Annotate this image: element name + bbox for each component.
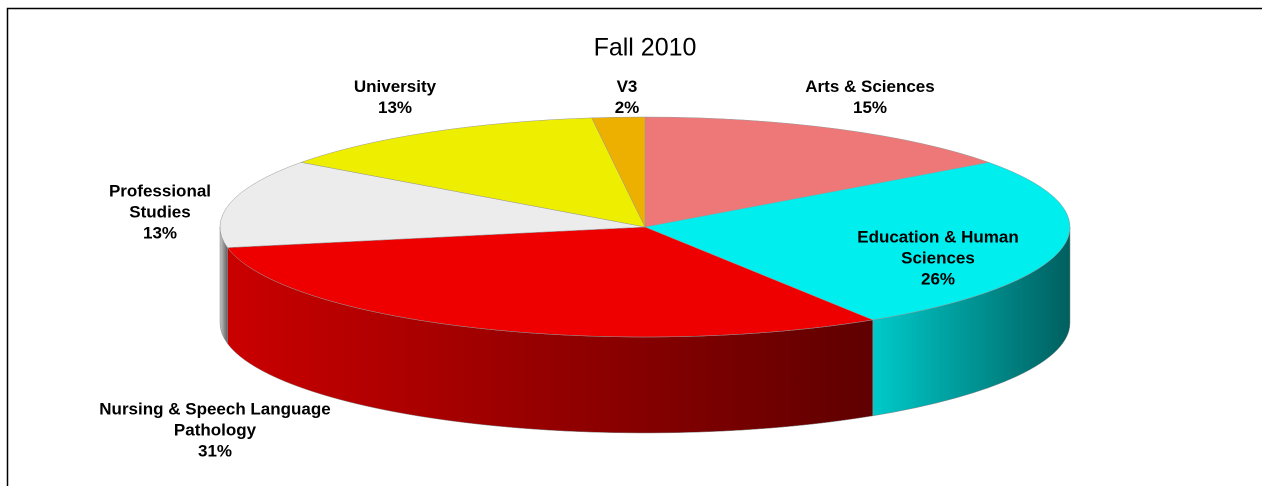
pie-slice [300,117,646,228]
slice-value: 31% [197,441,233,461]
slice-label: Education & Human Sciences 26% [823,227,1053,290]
slice-label: V3 2% [587,76,667,118]
slice-name: V3 [616,77,638,96]
slice-value: 26% [920,269,956,289]
slice-label: Professional Studies 13% [85,181,235,244]
slice-name: Arts & Sciences [805,77,935,96]
slice-name: Education & Human Sciences [857,227,1019,268]
pie-slice [644,116,990,228]
slice-value: 13% [377,98,413,117]
slice-name: Professional Studies [108,181,212,222]
slice-value: 13% [142,223,178,243]
slice-name: Nursing & Speech Language Pathology [99,399,331,440]
pie-slice [591,116,646,228]
chart-title: Fall 2010 [593,33,697,62]
frame [6,7,1262,486]
pie-slice [219,162,646,248]
slice-label: Nursing & Speech Language Pathology 31% [95,399,335,462]
pie-slice [227,226,874,338]
slice-value: 2% [614,98,640,117]
pie-slice [644,162,1071,321]
slice-label: Arts & Sciences 15% [740,76,1000,118]
slice-value: 15% [852,98,888,117]
slice-label: University 13% [295,76,495,118]
slice-name: University [353,77,437,96]
